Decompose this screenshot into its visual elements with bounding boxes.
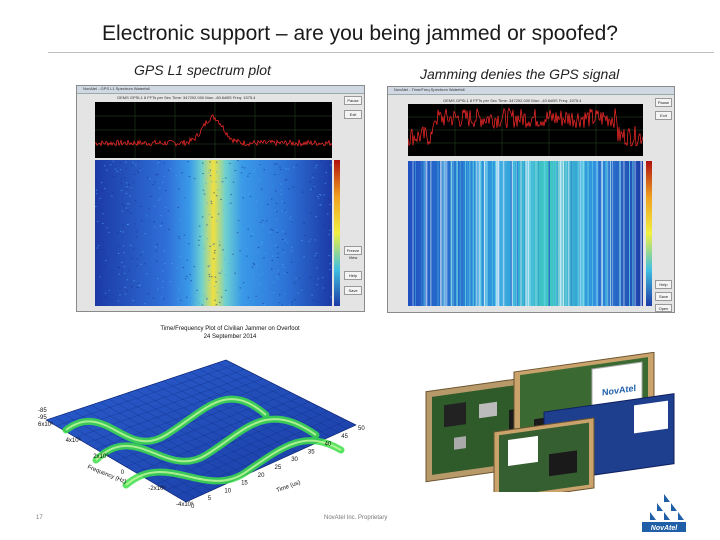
plot3d-xtick: 20	[258, 473, 265, 479]
plot3d-subtitle: 24 September 2014	[203, 334, 257, 340]
board-logo-text: NovAtel	[602, 383, 636, 398]
right-colorbar	[646, 161, 652, 306]
footer-proprietary: NovAtel Inc. Proprietary	[324, 515, 388, 521]
left-colorbar	[334, 160, 340, 306]
plot3d-xtick: 10	[224, 488, 231, 494]
novatel-logo: NovAtel	[640, 492, 688, 534]
right-spectrum-trace	[407, 104, 644, 156]
plot3d-xtick: 15	[241, 481, 248, 487]
plot3d-xtick: 45	[341, 434, 348, 440]
left-spectrum-trace	[94, 102, 333, 158]
page-number: 17	[36, 515, 43, 521]
plot3d-xtick: 35	[308, 449, 315, 455]
plot3d-xtick: 40	[325, 442, 332, 448]
right-exit-button[interactable]: Exit	[655, 111, 672, 120]
left-help-button[interactable]: Help	[344, 271, 362, 280]
right-help-button[interactable]: Help	[655, 280, 672, 289]
plot3d-ztick: -85	[38, 408, 47, 414]
right-caption: Jamming denies the GPS signal	[420, 66, 620, 82]
right-window-header: GEMS GPSL1 8 FFTs per Sec Time: 347292.0…	[443, 98, 582, 103]
right-waterfall	[408, 161, 643, 306]
right-spectrum-window: NovAtel - Time/Freq Spectrum Waterfall G…	[387, 86, 675, 313]
left-spectrum-panel	[94, 102, 333, 158]
plot3d-ytick: 6x10⁶	[38, 421, 54, 428]
right-window-titlebar: NovAtel - Time/Freq Spectrum Waterfall	[388, 87, 674, 95]
plot3d-ytick: 2x10⁶	[93, 453, 109, 460]
left-spectrum-window: NovAtel - GPS L1 Spectrum Waterfall GEMS…	[76, 85, 365, 312]
plot3d-ytick: -4x10⁶	[176, 501, 194, 508]
left-freeze-button[interactable]: Freeze View	[344, 246, 362, 260]
plot3d-xtick: 5	[208, 496, 212, 502]
plot3d-xtick: 0	[191, 504, 195, 510]
title-divider	[48, 52, 714, 53]
plot3d-xtick: 50	[358, 426, 365, 432]
plot3d-xtick: 30	[291, 457, 298, 463]
left-window-header: GEMS GPSL1 8 FFTs per Sec Time: 347292.0…	[117, 95, 256, 100]
left-exit-button[interactable]: Exit	[344, 110, 362, 119]
right-pause-button[interactable]: Pause	[655, 98, 672, 107]
slide-title: Electronic support – are you being jamme…	[102, 22, 618, 45]
plot3d-ytick: 4x10⁶	[66, 437, 82, 444]
logo-text: NovAtel	[651, 525, 679, 532]
plot3d-surface: 0 5 10 15 20 25 30 35 40 45 50 -4x10⁶ -2x10⁶ 0 2x10⁶ 4x…	[36, 340, 376, 510]
right-open-button[interactable]: Open	[655, 304, 672, 312]
left-window-titlebar: NovAtel - GPS L1 Spectrum Waterfall	[77, 86, 364, 94]
left-waterfall	[95, 160, 334, 307]
right-save-button[interactable]: Save	[655, 292, 672, 301]
right-spectrum-panel	[407, 104, 644, 156]
plot3d-ztick: -95	[38, 415, 47, 421]
plot3d-xtick: 25	[275, 465, 282, 471]
left-pause-button[interactable]: Pause	[344, 96, 362, 105]
plot3d-ytick: -2x10⁶	[148, 485, 166, 492]
plot3d-title: Time/Frequency Plot of Civilian Jammer o…	[160, 326, 300, 332]
left-save-button[interactable]: Save	[344, 286, 362, 295]
left-caption: GPS L1 spectrum plot	[134, 62, 271, 78]
plot3d-ytick: 0	[121, 470, 125, 476]
receiver-boards-image: NovAtel	[424, 351, 694, 503]
